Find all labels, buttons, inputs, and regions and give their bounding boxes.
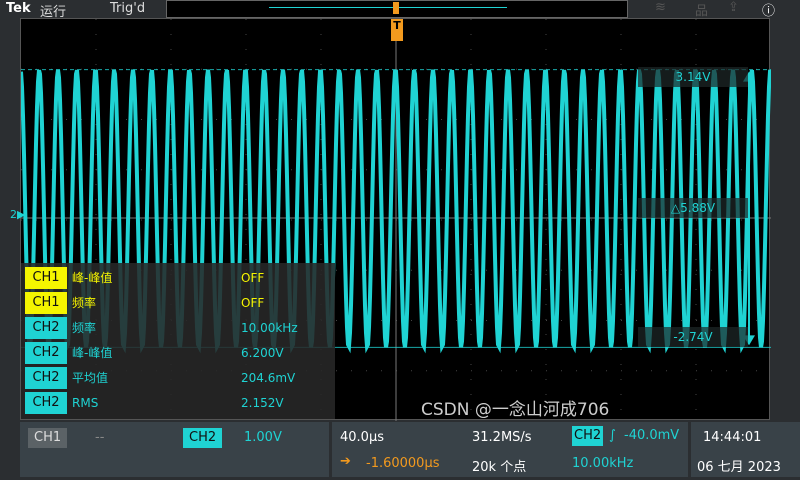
measurement-channel: CH2 [25, 392, 67, 414]
clock-panel: 14:44:01 06 七月 2023 [691, 422, 800, 477]
network-icon[interactable]: 品 [695, 4, 709, 19]
trigger-source[interactable]: CH2 [572, 426, 604, 446]
measurement-channel: CH2 [25, 317, 67, 339]
measurement-value: 2.152V [241, 396, 284, 410]
watermark: CSDN @一念山河成706 [421, 400, 610, 420]
measurement-name: 频率 [72, 321, 97, 335]
cursor-bottom-readout: -2.74V [638, 327, 748, 347]
date: 06 七月 2023 [697, 460, 781, 475]
waveform-display[interactable]: T 3.14V △5.88V -2.74V CH1 峰-峰值 OFF CH1 频率 OFF… [20, 18, 771, 421]
run-state[interactable]: 运行 [40, 5, 67, 20]
measurement-name: 频率 [72, 296, 97, 310]
ch2-ground-marker-icon[interactable]: 2▶ [10, 208, 26, 221]
measurement-channel: CH1 [25, 292, 67, 314]
measurement-value: OFF [241, 271, 265, 285]
ch2-scale[interactable]: 1.00V [244, 430, 282, 445]
cursor-delta-readout: △5.88V [638, 198, 748, 218]
delay: -1.60000µs [366, 456, 440, 471]
measurement-table: CH1 峰-峰值 OFF CH1 频率 OFF CH2 频率 10.00kHz CH2 峰-峰值 6.… [21, 263, 335, 419]
rising-edge-icon: ∫ [609, 428, 616, 443]
measurement-channel: CH2 [25, 367, 67, 389]
export-icon[interactable]: ⇪ [728, 0, 739, 15]
measurement-name: 峰-峰值 [72, 346, 113, 360]
trigger-frequency: 10.00kHz [572, 456, 634, 471]
ch2-button[interactable]: CH2 [183, 428, 223, 448]
record-length: 20k 个点 [472, 460, 527, 475]
brand-logo: Tek [6, 1, 31, 16]
time: 14:44:01 [703, 430, 762, 445]
help-icon[interactable]: ⓘ [762, 4, 776, 19]
measurement-channel: CH2 [25, 342, 67, 364]
cursor-top-readout: 3.14V [638, 67, 748, 87]
channel-panel: CH1 -- CH2 1.00V [20, 422, 329, 477]
sample-rate: 31.2MS/s [472, 430, 532, 445]
trigger-level: -40.0mV [624, 428, 680, 443]
measurement-name: RMS [72, 396, 99, 410]
measurement-value: 6.200V [241, 346, 284, 360]
trigger-position-icon [393, 2, 399, 14]
measurement-value: 10.00kHz [241, 321, 298, 335]
record-overview[interactable] [166, 0, 628, 18]
trigger-state: Trig'd [110, 1, 146, 16]
timebase-panel[interactable]: 40.0µs 31.2MS/s CH2 ∫ -40.0mV ➔ -1.60000… [332, 422, 688, 477]
delay-arrow-icon: ➔ [340, 454, 351, 469]
measurement-name: 平均值 [72, 371, 109, 385]
measurement-name: 峰-峰值 [72, 271, 113, 285]
trigger-marker-icon[interactable]: T [391, 19, 403, 41]
ch2-waveform [21, 69, 771, 354]
measurement-value: 204.6mV [241, 371, 296, 385]
ch1-scale: -- [95, 430, 105, 445]
record-window [269, 7, 507, 8]
measurement-value: OFF [241, 296, 265, 310]
ch1-button[interactable]: CH1 [28, 428, 68, 448]
header-bar: Tek 运行 Trig'd ≋ 品 ⇪ ⓘ [0, 0, 800, 20]
wifi-icon[interactable]: ≋ [655, 0, 666, 15]
timebase: 40.0µs [340, 430, 384, 445]
measurement-channel: CH1 [25, 267, 67, 289]
